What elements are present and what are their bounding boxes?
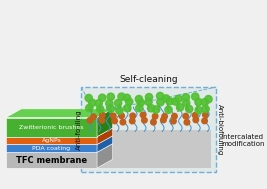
Circle shape [172, 113, 177, 119]
Circle shape [182, 94, 190, 101]
Polygon shape [6, 145, 97, 152]
Circle shape [111, 113, 116, 119]
Text: Anti-biofouling: Anti-biofouling [217, 104, 223, 155]
Polygon shape [6, 109, 113, 118]
Circle shape [176, 104, 184, 111]
Circle shape [193, 112, 198, 118]
Circle shape [161, 117, 166, 123]
Circle shape [162, 95, 170, 102]
Circle shape [147, 105, 155, 112]
Circle shape [107, 105, 115, 112]
Circle shape [95, 100, 102, 107]
Circle shape [100, 112, 105, 118]
Circle shape [171, 118, 176, 124]
Circle shape [129, 118, 135, 124]
Polygon shape [87, 130, 211, 168]
Circle shape [156, 92, 164, 100]
Text: Self-cleaning: Self-cleaning [119, 75, 178, 84]
Circle shape [106, 100, 113, 107]
Polygon shape [97, 128, 113, 145]
Circle shape [175, 95, 182, 102]
Circle shape [183, 113, 189, 119]
Circle shape [152, 114, 158, 119]
Circle shape [124, 105, 131, 112]
Polygon shape [97, 109, 113, 137]
Circle shape [201, 98, 209, 106]
Polygon shape [6, 152, 97, 168]
Polygon shape [6, 128, 113, 137]
Polygon shape [97, 144, 113, 168]
Polygon shape [6, 118, 97, 137]
Circle shape [120, 119, 126, 125]
Circle shape [115, 99, 122, 107]
Circle shape [166, 98, 173, 105]
Circle shape [195, 106, 202, 114]
Circle shape [172, 98, 179, 105]
Circle shape [107, 93, 114, 100]
Circle shape [193, 117, 199, 123]
Circle shape [162, 114, 167, 119]
Circle shape [130, 113, 135, 119]
Text: Intercalated
modification: Intercalated modification [221, 134, 265, 147]
Circle shape [118, 93, 125, 100]
Circle shape [112, 118, 117, 124]
Circle shape [99, 94, 106, 101]
Circle shape [203, 112, 208, 118]
Circle shape [123, 94, 131, 101]
Circle shape [205, 95, 212, 103]
Circle shape [135, 95, 143, 103]
Polygon shape [6, 137, 97, 145]
Circle shape [184, 119, 190, 125]
Circle shape [137, 99, 144, 106]
Circle shape [99, 118, 105, 123]
Circle shape [142, 117, 147, 123]
Text: AgNPs: AgNPs [41, 138, 61, 143]
Circle shape [97, 105, 104, 113]
Text: Zwitterionic brushes: Zwitterionic brushes [19, 125, 84, 130]
Polygon shape [6, 136, 113, 145]
Polygon shape [6, 144, 113, 152]
Circle shape [85, 94, 92, 102]
Circle shape [116, 107, 123, 114]
Circle shape [86, 104, 93, 112]
Circle shape [192, 93, 199, 100]
Circle shape [151, 119, 156, 125]
Circle shape [165, 106, 172, 113]
Circle shape [145, 98, 152, 105]
Circle shape [145, 94, 153, 101]
Text: Anti-fouling: Anti-fouling [76, 109, 82, 150]
Text: TFC membrane: TFC membrane [16, 156, 87, 165]
Circle shape [89, 99, 96, 106]
Text: PDA coating: PDA coating [32, 146, 70, 151]
Polygon shape [97, 136, 113, 152]
Circle shape [202, 118, 207, 124]
Circle shape [125, 98, 133, 105]
Bar [81, 87, 216, 172]
Circle shape [87, 118, 93, 123]
Circle shape [140, 112, 146, 118]
Circle shape [136, 105, 143, 112]
Circle shape [157, 98, 164, 106]
Circle shape [91, 114, 96, 120]
Circle shape [202, 105, 209, 113]
Circle shape [195, 98, 202, 106]
Circle shape [119, 113, 124, 119]
Circle shape [152, 106, 160, 113]
Circle shape [183, 99, 190, 106]
Circle shape [186, 105, 193, 113]
